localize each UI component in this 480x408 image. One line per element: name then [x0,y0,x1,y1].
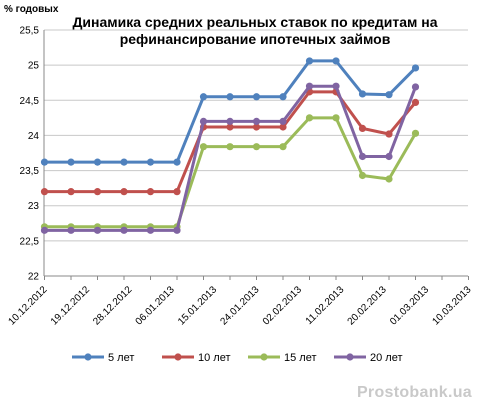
legend-marker [260,353,268,361]
x-tick-label: 01.03.2013 [388,284,431,327]
data-point [411,64,420,72]
legend-marker [346,353,354,361]
data-point [146,188,155,196]
data-point [305,57,314,65]
data-point [199,117,208,125]
data-point [305,82,314,90]
data-point [40,158,49,166]
y-tick-label: 22 [28,272,40,283]
data-point [358,152,367,161]
data-point [385,130,393,138]
data-point [93,158,102,166]
data-point [173,226,181,234]
data-point [40,226,49,234]
x-tick-label: 20.02.2013 [346,284,389,327]
data-point [411,129,420,137]
data-point [252,93,261,101]
y-tick-label: 25,5 [20,26,40,37]
data-point [332,82,340,90]
data-point [67,226,75,234]
data-point [146,226,155,234]
data-point [358,90,367,98]
x-tick-label: 28.12.2012 [91,284,134,327]
x-tick-label: 24.01.2013 [218,284,261,327]
data-point [305,114,314,122]
x-tick-label: 06.01.2013 [134,284,177,327]
chart-title-line-2: рефинансирование ипотечных займов [119,31,391,47]
data-point [279,123,287,131]
data-point [385,91,393,99]
data-point [332,57,340,65]
data-point [93,188,102,196]
y-tick-label: 24 [28,131,40,142]
data-point [279,93,287,101]
x-tick-label: 15.01.2013 [176,284,219,327]
x-tick-label: 10.12.2012 [6,284,49,327]
legend-marker [174,353,182,361]
data-point [226,123,234,131]
data-point [173,188,181,196]
data-point [120,188,128,196]
data-point [358,124,367,132]
y-axis-unit-label: % годовых [4,4,59,15]
data-point [226,143,234,151]
watermark-logo: Prostobank.ua [356,384,472,401]
chart-title-line-1: Динамика средних реальных ставок по кред… [72,14,438,30]
data-point [252,123,261,131]
x-tick-label: 10.03.2013 [430,284,473,327]
data-point [411,83,420,91]
y-tick-label: 25 [28,61,40,72]
data-point [279,117,287,125]
data-point [93,226,102,234]
data-point [199,143,208,151]
data-point [411,98,420,106]
y-tick-label: 23 [28,201,40,212]
data-point [40,188,49,196]
chart-title: Динамика средних реальных ставок по кред… [70,14,440,48]
x-tick-label: 19.12.2012 [49,284,92,327]
data-point [279,143,287,151]
y-tick-label: 23,5 [20,166,40,177]
y-tick-label: 24,5 [20,96,40,107]
data-point [199,93,208,101]
series-line-3 [44,116,417,229]
data-point [120,226,128,234]
legend-label: 5 лет [108,352,134,364]
data-point [146,158,155,166]
x-tick-label: 11.02.2013 [304,284,347,327]
data-point [252,117,261,125]
y-tick-label: 22,5 [20,236,40,247]
data-point [358,171,367,180]
x-tick-label: 02.02.2013 [261,284,304,327]
legend-label: 15 лет [284,352,317,364]
data-point [332,114,340,122]
data-point [67,188,75,196]
data-point [120,158,128,166]
legend-marker [84,353,92,361]
data-point [67,158,75,166]
legend-label: 10 лет [198,352,231,364]
data-point [173,158,181,166]
data-point [226,93,234,101]
data-point [385,175,393,183]
data-point [385,152,393,161]
legend-label: 20 лет [370,352,403,364]
data-point [252,143,261,151]
data-point [226,117,234,125]
